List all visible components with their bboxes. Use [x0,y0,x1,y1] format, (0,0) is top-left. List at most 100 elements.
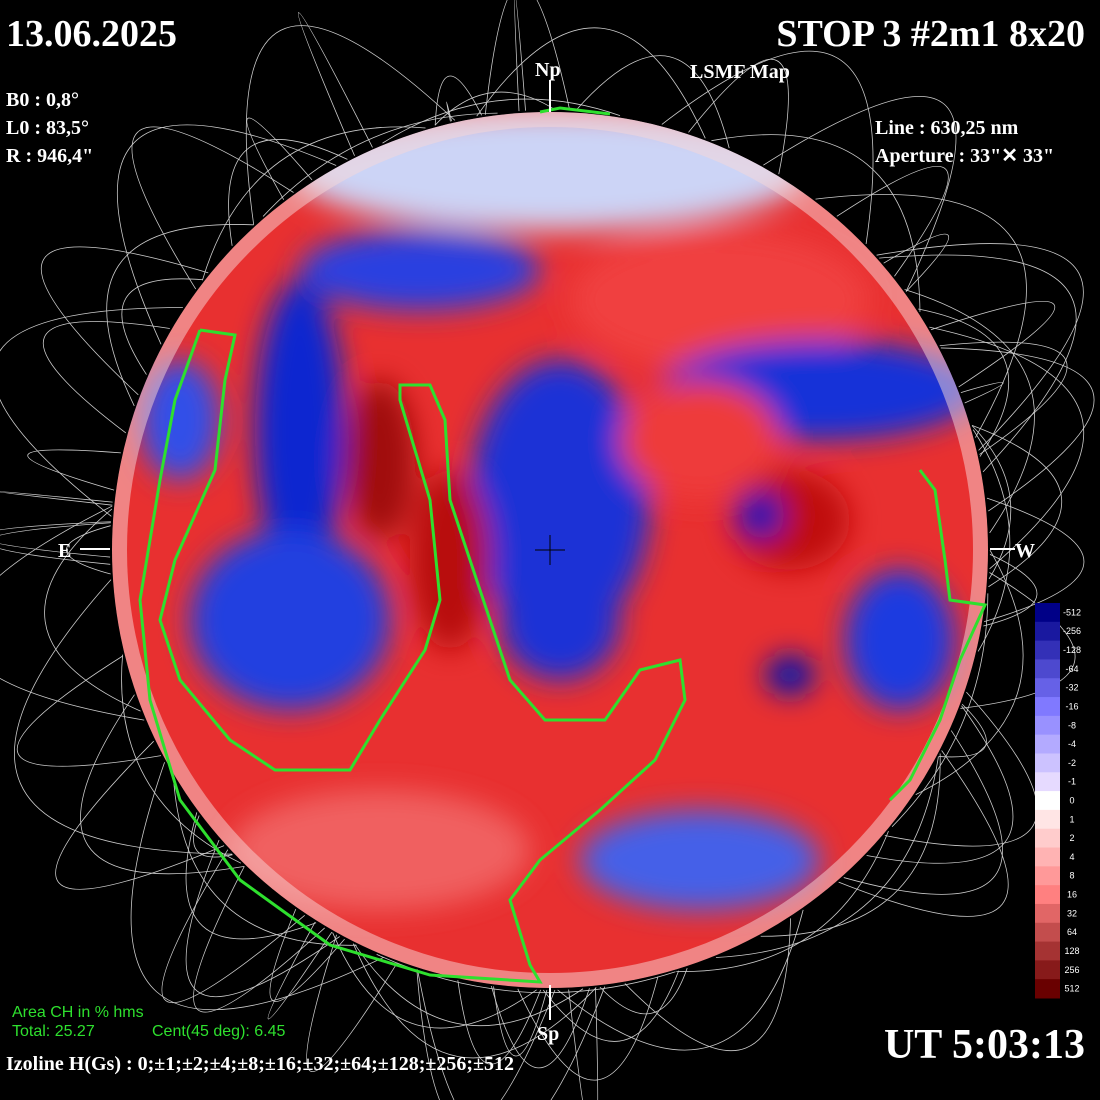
colorbar-cell [1035,640,1060,660]
field-line [417,969,606,1100]
field-line [0,522,111,565]
field-line [866,705,1014,864]
field-line [760,753,941,937]
field-line [517,976,659,1081]
field-line [202,126,426,281]
field-line [929,326,1084,570]
field-line [121,278,203,375]
date: 13.06.2025 [6,13,177,55]
colorbar-cell [1035,847,1060,867]
colorbar-label: 8 [1069,871,1074,881]
field-line [930,300,1056,388]
field-line [0,505,145,721]
time: UT 5:03:13 [884,1022,1085,1068]
field-line [131,126,294,290]
colorbar-cell [1035,791,1060,811]
field-line [624,918,791,1052]
field-line [599,967,688,1015]
field-line [484,0,571,115]
field-line [27,449,121,491]
field-line [41,246,209,396]
field-line [938,703,987,758]
colorbar-label: -32 [1065,683,1078,693]
colorbar-label: 2 [1069,833,1074,843]
colorbar-label: -2 [1068,758,1076,768]
west: W [1015,540,1035,562]
colorbar-cell [1035,734,1060,754]
field-line [269,908,345,1002]
colorbar-label: -4 [1068,739,1076,749]
field-line [568,987,599,1100]
field-line [688,58,789,175]
colorbar-cell [1035,715,1060,736]
field-line [55,740,225,890]
colorbar-cell [1035,979,1060,999]
colorbar-label: 128 [1064,946,1079,956]
field-line [661,50,874,244]
field-line [891,593,989,827]
colorbar-label: -256 [1063,626,1081,636]
field-line [918,308,1010,457]
east: E [58,540,71,562]
field-line [16,655,162,767]
north: Np [535,59,561,81]
field-line [106,224,254,407]
field-line [575,55,730,149]
field-line [971,424,1062,588]
field-line [0,491,113,506]
colorbar-cell [1035,941,1060,961]
colorbar-cell [1035,809,1060,830]
field-line [984,497,1085,622]
colorbar-label: 32 [1067,908,1077,918]
title: STOP 3 #2m1 8x20 [776,13,1085,55]
field-line [836,166,949,277]
colorbar-cell [1035,866,1060,886]
field-line [416,969,556,1100]
compass-ticks [80,80,1015,1020]
field-line [542,970,680,1042]
field-line [161,849,305,1003]
field-line [843,730,1003,895]
colorbar-cell [1035,603,1060,623]
colorbar-label: -16 [1065,701,1078,711]
colorbar-cell [1035,772,1060,792]
field-line [173,777,357,946]
field-line [476,27,706,139]
field-line [43,321,170,434]
field-line [763,96,957,292]
colorbar-cell [1035,678,1060,698]
param: L0 : 83,5° [6,117,89,139]
field-line [879,254,1077,473]
colorbar-cell [1035,753,1060,773]
field-line [983,554,1038,627]
field-line [0,521,111,558]
field-line [246,117,313,200]
field-line [245,25,456,225]
field-line [676,830,889,972]
colorbar: -512 -256 -128 -64 -32 -16 -8 -4 -2 -1 0 1 2 4 8 16 32 64… [1035,603,1081,999]
colorbar-cell [1035,659,1060,679]
colorbar-label: 64 [1067,927,1077,937]
field-line [13,579,233,855]
field-line [815,194,1027,438]
field-line [457,980,541,1065]
field-line [66,525,111,575]
field-line [121,654,242,864]
field-line [711,134,921,312]
colorbar-label: 16 [1067,890,1077,900]
field-line [493,986,548,1057]
solar-disk [112,112,988,988]
colorbar-cell [1035,903,1060,924]
colorbar-label: -1 [1068,777,1076,787]
field-line [883,233,950,292]
field-line [972,429,1011,652]
field-line [297,12,373,156]
area-title: Area CH in % hms [12,1004,144,1021]
field-line [228,139,348,246]
area-central: Cent(45 deg): 6.45 [152,1023,286,1040]
field-line [915,549,1024,795]
colorbar-cell [1035,828,1060,849]
colorbar-cell [1035,885,1060,905]
